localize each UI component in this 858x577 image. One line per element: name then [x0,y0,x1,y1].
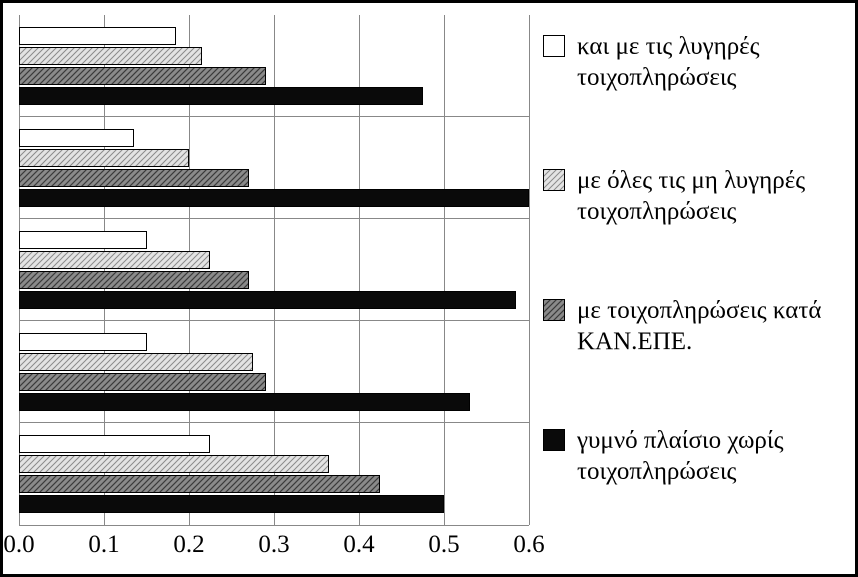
bar-s2 [19,47,202,65]
bar-s2 [19,149,189,167]
bar-s3 [19,169,249,187]
bar-group [19,219,529,321]
bar-s1 [19,333,147,351]
bar-s3 [19,271,249,289]
legend: και με τις λυγηρές τοιχοπληρώσεις με όλες… [543,15,843,532]
bar-s1 [19,129,134,147]
bar-s4 [19,291,516,309]
plot-area [19,15,529,526]
bar-s2 [19,455,329,473]
bar-s1 [19,435,210,453]
legend-label: με τοιχοπληρώσεις κατά ΚΑΝ.ΕΠΕ. [577,295,843,358]
legend-label: και με τις λυγηρές τοιχοπληρώσεις [577,31,843,94]
legend-swatch [543,169,565,191]
bar-group [19,321,529,423]
x-tick-label: 0.5 [428,531,459,559]
x-tick-label: 0.4 [343,531,374,559]
bar-group [19,423,529,525]
bar-group [19,15,529,117]
legend-label: με όλες τις μη λυγηρές τοιχοπληρώσεις [577,165,843,228]
x-tick-label: 0.2 [173,531,204,559]
bar-s4 [19,393,470,411]
x-tick-label: 0.1 [88,531,119,559]
x-tick-label: 0.3 [258,531,289,559]
bar-s4 [19,87,423,105]
bar-s3 [19,475,380,493]
legend-swatch [543,429,565,451]
bar-s4 [19,189,529,207]
x-tick-label: 0.0 [3,531,34,559]
legend-swatch [543,35,565,57]
bar-s3 [19,373,266,391]
bar-s2 [19,353,253,371]
bar-group [19,117,529,219]
bar-s1 [19,231,147,249]
legend-label: γυμνό πλαίσιο χωρίς τοιχοπληρώσεις [577,425,843,488]
bar-s1 [19,27,176,45]
chart-figure: 0.0 0.1 0.2 0.3 0.4 0.5 0.6 και με τις λυγηρές… [0,0,858,577]
x-tick-label: 0.6 [513,531,544,559]
gridline [529,15,530,525]
x-axis: 0.00.10.20.30.40.50.6 [19,531,529,567]
legend-swatch [543,299,565,321]
bar-s3 [19,67,266,85]
bar-s4 [19,495,444,513]
bar-s2 [19,251,210,269]
